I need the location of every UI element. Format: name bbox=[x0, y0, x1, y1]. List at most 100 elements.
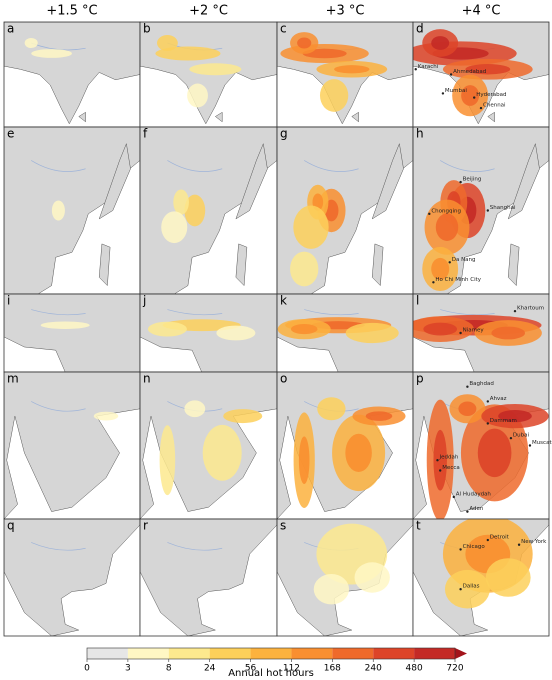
land bbox=[140, 294, 277, 372]
city-dot bbox=[509, 436, 513, 440]
colorbar-tick-label: 168 bbox=[324, 664, 341, 674]
heat-area bbox=[156, 35, 178, 51]
colorbar-tick-label: 8 bbox=[166, 664, 172, 674]
city-label: Khartoum bbox=[517, 306, 544, 312]
colorbar-segment bbox=[168, 648, 210, 659]
city-dot bbox=[414, 68, 417, 71]
heat-area bbox=[189, 63, 242, 76]
city-label: Beijing bbox=[463, 177, 482, 183]
land bbox=[140, 127, 277, 294]
heat-area bbox=[431, 36, 450, 50]
heat-area bbox=[334, 65, 370, 74]
city-dot bbox=[428, 212, 431, 216]
city-label: Detroit bbox=[490, 535, 510, 541]
city-dot bbox=[449, 73, 453, 76]
map-panel bbox=[277, 519, 413, 636]
city-label: Chongqing bbox=[431, 208, 461, 214]
panel-letter: r bbox=[143, 519, 148, 533]
heat-area bbox=[51, 200, 65, 221]
heat-area bbox=[216, 325, 256, 341]
city-label: New York bbox=[521, 539, 547, 545]
city-dot bbox=[432, 281, 435, 284]
city-dot bbox=[479, 106, 483, 110]
heat-area bbox=[433, 429, 447, 491]
land bbox=[98, 243, 111, 287]
map-panel bbox=[140, 294, 277, 372]
city-label: Dammam bbox=[490, 418, 517, 424]
river bbox=[440, 309, 495, 316]
panel-letter: i bbox=[7, 294, 10, 308]
land bbox=[507, 142, 540, 220]
city-label: Muscat bbox=[532, 440, 552, 446]
colorbar-label: Annual hot hours bbox=[228, 668, 314, 679]
colorbar-tick-label: 720 bbox=[446, 664, 463, 674]
city-dot bbox=[459, 331, 462, 335]
heat-area bbox=[498, 410, 532, 423]
city-label: Ahvaz bbox=[490, 396, 507, 402]
column-header: +3 °C bbox=[326, 4, 365, 19]
panel-letter: c bbox=[280, 22, 287, 36]
heat-area bbox=[461, 85, 480, 106]
heat-area bbox=[24, 37, 38, 49]
land bbox=[235, 142, 268, 220]
heat-area bbox=[184, 194, 206, 227]
panel-letter: d bbox=[416, 22, 424, 36]
colorbar-segment bbox=[332, 648, 374, 659]
column-header: +4 °C bbox=[462, 4, 501, 19]
land bbox=[4, 519, 140, 636]
land bbox=[98, 142, 131, 220]
city-label: Chennai bbox=[483, 103, 506, 109]
colorbar-tick-label: 480 bbox=[406, 664, 423, 674]
city-dot bbox=[486, 400, 489, 403]
map-panel bbox=[413, 372, 549, 519]
panel-letter: h bbox=[416, 127, 424, 141]
heat-area bbox=[31, 49, 73, 58]
panel-frame bbox=[412, 518, 550, 637]
colorbar-tick-label: 0 bbox=[84, 664, 90, 674]
map-panel bbox=[413, 22, 549, 127]
panel-letter: f bbox=[143, 127, 148, 141]
map-panel bbox=[277, 372, 413, 519]
city-label: Niamey bbox=[463, 328, 485, 334]
panel-letter: s bbox=[280, 519, 286, 533]
colorbar-segment bbox=[291, 648, 333, 659]
river bbox=[304, 160, 359, 172]
city-label: Chicago bbox=[463, 544, 486, 550]
heat-area bbox=[187, 83, 208, 108]
city-dot bbox=[466, 510, 469, 513]
map-panel bbox=[140, 127, 277, 294]
city-dot bbox=[486, 209, 489, 212]
heat-area bbox=[161, 211, 188, 244]
city-dot bbox=[459, 548, 462, 551]
river bbox=[167, 160, 223, 172]
city-dot bbox=[486, 422, 489, 425]
heat-area bbox=[345, 433, 372, 472]
river bbox=[304, 309, 359, 316]
panel-letter: t bbox=[416, 519, 421, 533]
city-dot bbox=[459, 180, 462, 184]
river bbox=[167, 542, 223, 551]
city-dot bbox=[466, 385, 469, 388]
panel-letter: o bbox=[280, 372, 287, 386]
city-label: Ahmedabad bbox=[453, 69, 486, 75]
colorbar-tick-label: 112 bbox=[283, 664, 300, 674]
colorbar-tick-label: 56 bbox=[245, 664, 257, 674]
panel-letter: k bbox=[280, 294, 287, 308]
city-label: Mecca bbox=[442, 465, 460, 471]
land bbox=[351, 111, 359, 123]
heat-area bbox=[319, 79, 349, 112]
heat-area bbox=[477, 428, 512, 478]
map-panel bbox=[140, 519, 277, 636]
heat-area bbox=[40, 321, 90, 329]
colorbar-tick-label: 240 bbox=[365, 664, 382, 674]
heat-area bbox=[444, 569, 490, 609]
land bbox=[371, 142, 404, 220]
heat-area bbox=[93, 411, 119, 421]
heat-area bbox=[173, 189, 189, 215]
heat-area bbox=[431, 257, 450, 280]
land bbox=[507, 243, 520, 287]
land bbox=[214, 111, 223, 123]
colorbar-tick-label: 3 bbox=[125, 664, 131, 674]
panel-letter: n bbox=[143, 372, 151, 386]
city-label: Mumbai bbox=[445, 88, 467, 94]
